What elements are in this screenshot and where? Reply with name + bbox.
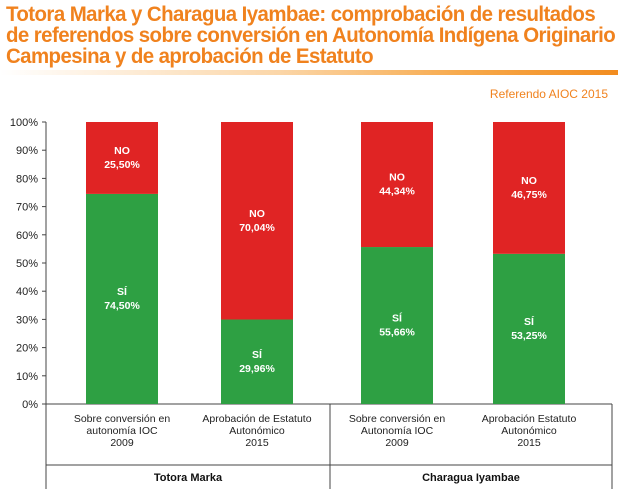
bar-no-value-label: 70,04% [239, 222, 275, 234]
bar-si-value-label: 53,25% [511, 330, 547, 342]
x-category-label: Autonómico [501, 425, 557, 437]
title-divider [0, 70, 618, 75]
bar-si-value-label: 55,66% [379, 327, 415, 339]
chart-title-line-3: Campesina y de aprobación de Estatuto [6, 44, 374, 68]
x-category-label: Aprobación de Estatuto [202, 413, 311, 425]
x-group-label: Totora Marka [154, 472, 223, 484]
x-category-label: Sobre conversión en [349, 413, 445, 425]
bar-si [361, 247, 433, 404]
bar-si-series-label: SÍ [252, 348, 263, 361]
bar-si [86, 193, 158, 404]
x-category-label: Autonómico [229, 425, 285, 437]
bar-no [361, 122, 433, 248]
y-tick-label: 30% [16, 314, 38, 326]
bar-no-series-label: NO [521, 175, 537, 187]
y-tick-label: 60% [16, 230, 38, 242]
bar-no-series-label: NO [389, 172, 405, 184]
bar-si-series-label: SÍ [117, 285, 128, 298]
y-tick-label: 80% [16, 173, 38, 185]
bar-no-value-label: 44,34% [379, 186, 415, 198]
bar-no-series-label: NO [249, 208, 265, 220]
y-tick-label: 90% [16, 145, 38, 157]
x-category-label: 2015 [517, 437, 541, 449]
y-tick-label: 40% [16, 286, 38, 298]
bar-si-value-label: 74,50% [104, 300, 140, 312]
chart-title-line-2: de referendos sobre conversión en Autono… [6, 23, 616, 47]
x-group-label: Charagua Iyambae [422, 472, 520, 484]
chart-title: Totora Marka y Charagua Iyambae: comprob… [6, 2, 616, 68]
bar-no [86, 122, 158, 194]
bar-no-value-label: 25,50% [104, 159, 140, 171]
bar-si-series-label: SÍ [524, 315, 535, 328]
bar-si-value-label: 29,96% [239, 363, 275, 375]
y-tick-label: 0% [22, 399, 38, 411]
x-category-label: Autonomía IOC [361, 425, 434, 437]
bar-si [493, 253, 565, 404]
x-category-label: Aprobación Estatuto [482, 413, 577, 425]
y-tick-label: 70% [16, 202, 38, 214]
bar-si-series-label: SÍ [392, 312, 403, 325]
chart-title-line-1: Totora Marka y Charagua Iyambae: comprob… [6, 2, 596, 26]
x-category-label: 2009 [110, 437, 134, 449]
source-label: Referendo AIOC 2015 [489, 87, 608, 101]
y-tick-label: 50% [16, 258, 38, 270]
x-category-label: 2009 [385, 437, 409, 449]
bar-no [493, 122, 565, 254]
x-category-label: autonomía IOC [86, 425, 158, 437]
y-tick-label: 100% [10, 117, 38, 129]
bar-no-series-label: NO [114, 145, 130, 157]
bar-no [221, 122, 293, 320]
y-tick-label: 10% [16, 371, 38, 383]
x-category-label: 2015 [245, 437, 269, 449]
bar-si [221, 319, 293, 404]
bar-no-value-label: 46,75% [511, 189, 547, 201]
y-tick-label: 20% [16, 343, 38, 355]
x-category-label: Sobre conversión en [74, 413, 170, 425]
